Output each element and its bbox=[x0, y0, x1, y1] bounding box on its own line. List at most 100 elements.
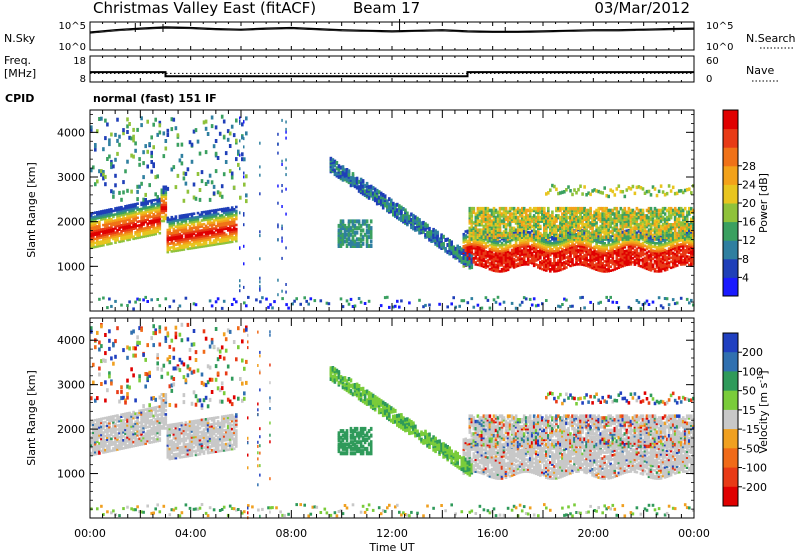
heatmap-cell bbox=[510, 264, 514, 268]
heatmap-cell bbox=[390, 205, 393, 210]
heatmap-cell bbox=[530, 255, 534, 259]
heatmap-cell bbox=[472, 259, 476, 262]
heatmap-cell bbox=[90, 234, 93, 237]
heatmap-cell bbox=[134, 231, 137, 234]
heatmap-cell bbox=[120, 207, 123, 211]
heatmap-cell bbox=[506, 258, 510, 262]
heatmap-cell bbox=[204, 234, 208, 238]
heatmap-cell bbox=[216, 208, 220, 212]
heatmap-cell bbox=[90, 242, 93, 245]
heatmap-cell bbox=[537, 230, 540, 234]
heatmap-cell bbox=[204, 218, 208, 222]
heatmap-cell bbox=[551, 264, 554, 267]
heatmap-cell bbox=[506, 219, 510, 223]
heatmap-cell bbox=[106, 239, 109, 242]
heatmap-cell bbox=[196, 239, 200, 243]
heatmap-cell bbox=[512, 235, 516, 239]
heatmap-cell bbox=[551, 231, 554, 236]
heatmap-cell bbox=[522, 234, 526, 238]
heatmap-cell bbox=[154, 198, 157, 202]
heatmap-cell bbox=[245, 131, 248, 136]
heatmap-cell bbox=[152, 203, 155, 206]
heatmap-cell bbox=[178, 228, 182, 232]
heatmap-cell bbox=[110, 165, 113, 170]
heatmap-cell bbox=[468, 243, 472, 246]
heatmap-cell bbox=[545, 215, 548, 220]
heatmap-cell bbox=[522, 226, 526, 231]
heatmap-cell bbox=[224, 235, 228, 238]
heatmap-cell bbox=[528, 212, 532, 216]
heatmap-cell bbox=[522, 243, 526, 246]
heatmap-cell bbox=[132, 223, 135, 226]
noise-series-line bbox=[89, 27, 695, 34]
heatmap-cell bbox=[178, 304, 182, 308]
heatmap-cell bbox=[498, 302, 502, 306]
heatmap-cell bbox=[164, 191, 168, 195]
heatmap-cell bbox=[534, 259, 538, 262]
heatmap-cell bbox=[532, 246, 536, 249]
heatmap-cell bbox=[222, 172, 226, 177]
heatmap-cell bbox=[446, 250, 449, 255]
heatmap-cell bbox=[216, 224, 220, 228]
heatmap-cell bbox=[110, 304, 113, 308]
heatmap-cell bbox=[90, 212, 93, 215]
heatmap-cell bbox=[124, 217, 127, 220]
heatmap-cell bbox=[506, 235, 510, 239]
heatmap-cell bbox=[496, 223, 500, 227]
heatmap-cell bbox=[94, 231, 97, 235]
heatmap-cell bbox=[232, 232, 236, 235]
heatmap-cell bbox=[534, 249, 538, 252]
heatmap-cell bbox=[583, 185, 586, 189]
heatmap-cell bbox=[579, 184, 582, 188]
heatmap-cell bbox=[170, 226, 174, 229]
heatmap-cell bbox=[468, 235, 472, 239]
heatmap-cell bbox=[504, 223, 508, 227]
heatmap-cell bbox=[498, 210, 502, 214]
heatmap-cell bbox=[138, 208, 141, 211]
heatmap-cell bbox=[545, 249, 548, 252]
heatmap-cell bbox=[110, 232, 113, 235]
heatmap-cell bbox=[212, 227, 216, 230]
heatmap-cell bbox=[208, 211, 212, 215]
heatmap-cell bbox=[164, 189, 168, 193]
heatmap-cell bbox=[520, 224, 524, 229]
heatmap-cell bbox=[367, 223, 371, 228]
heatmap-cell bbox=[541, 247, 544, 251]
heatmap-cell bbox=[196, 223, 200, 227]
heatmap-cell bbox=[472, 261, 476, 264]
heatmap-cell bbox=[478, 251, 482, 255]
heatmap-cell bbox=[218, 224, 222, 227]
heatmap-cell bbox=[524, 224, 528, 229]
heatmap-cell bbox=[543, 262, 546, 266]
heatmap-cell bbox=[508, 241, 512, 245]
heatmap-cell bbox=[204, 236, 208, 240]
heatmap-cell bbox=[100, 242, 103, 245]
heatmap-cell bbox=[222, 215, 226, 219]
heatmap-cell bbox=[170, 220, 174, 223]
heatmap-cell bbox=[90, 226, 93, 229]
heatmap-cell bbox=[367, 228, 371, 233]
heatmap-cell bbox=[522, 215, 526, 220]
heatmap-cell bbox=[343, 239, 347, 244]
heatmap-cell bbox=[174, 225, 178, 228]
heatmap-cell bbox=[228, 216, 232, 220]
heatmap-cell bbox=[239, 119, 241, 123]
heatmap-cell bbox=[174, 233, 178, 236]
heatmap-cell bbox=[184, 243, 188, 247]
heatmap-cell bbox=[349, 297, 353, 301]
heatmap-cell bbox=[357, 241, 361, 246]
heatmap-cell bbox=[351, 241, 355, 246]
heatmap-cell bbox=[174, 126, 178, 131]
heatmap-cell bbox=[156, 200, 159, 203]
heatmap-cell bbox=[522, 296, 526, 300]
heatmap-cell bbox=[162, 209, 166, 213]
heatmap-cell bbox=[126, 234, 129, 238]
heatmap-cell bbox=[112, 164, 115, 169]
heatmap-cell bbox=[522, 251, 526, 254]
heatmap-cell bbox=[543, 212, 546, 216]
heatmap-cell bbox=[202, 216, 206, 220]
heatmap-cell bbox=[537, 215, 540, 220]
heatmap-cell bbox=[470, 253, 474, 256]
heatmap-cell bbox=[281, 256, 283, 260]
heatmap-cell bbox=[498, 258, 502, 261]
